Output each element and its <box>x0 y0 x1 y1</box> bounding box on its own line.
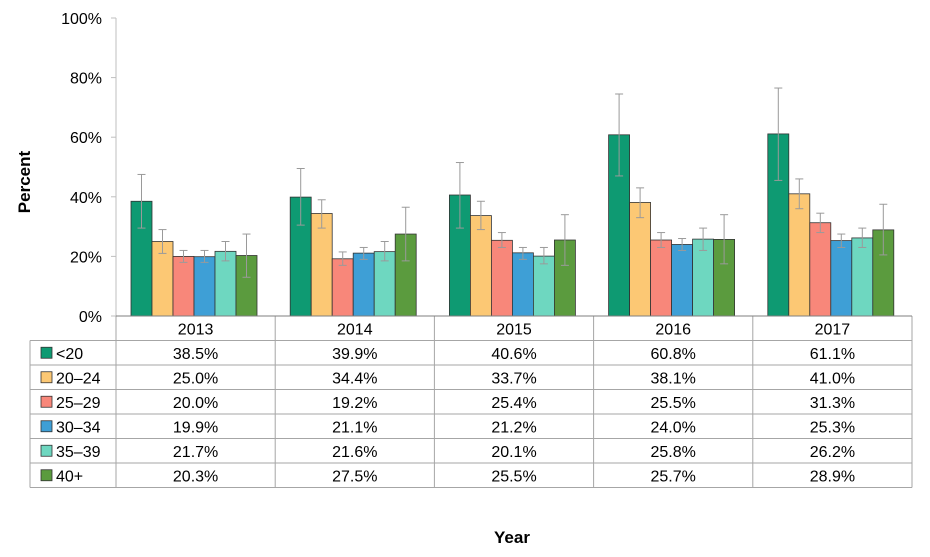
legend-swatch <box>40 420 53 433</box>
data-label: 40.6% <box>491 346 536 363</box>
data-label: 21.6% <box>332 444 377 461</box>
bar <box>671 244 693 317</box>
bar <box>490 239 513 317</box>
data-label: 21.2% <box>491 419 536 436</box>
legend-swatch <box>40 444 53 457</box>
data-label: 41.0% <box>810 370 855 387</box>
data-label: 34.4% <box>332 370 377 387</box>
error-bars-layer <box>137 87 888 278</box>
bar <box>788 193 811 317</box>
data-label: 25.0% <box>173 370 218 387</box>
legend-label: 40+ <box>56 468 83 485</box>
data-label: 25.7% <box>651 468 696 485</box>
bar <box>809 222 832 317</box>
y-tick-label: 20% <box>70 249 102 266</box>
data-label: 60.8% <box>651 346 696 363</box>
y-tick-label: 0% <box>79 309 102 326</box>
x-tick-label: 2013 <box>178 321 214 338</box>
data-label: 20.0% <box>173 395 218 412</box>
y-tick-label: 80% <box>70 71 102 88</box>
y-axis-title: Percent <box>15 150 34 213</box>
legend-swatch <box>40 346 53 359</box>
bar <box>193 256 216 317</box>
bar <box>469 215 492 317</box>
bar <box>352 252 375 317</box>
legend-swatch <box>40 371 53 384</box>
data-label: 25.5% <box>491 468 536 485</box>
data-label: 19.9% <box>173 419 218 436</box>
data-label: 21.7% <box>173 444 218 461</box>
legend-swatch <box>40 395 53 408</box>
legend-label: 25–29 <box>56 395 101 412</box>
data-label: 38.1% <box>651 370 696 387</box>
y-axis: 0% 20% 40% 60% 80% 100% <box>61 11 117 326</box>
x-tick-label: 2016 <box>655 321 691 338</box>
data-label: 25.4% <box>491 395 536 412</box>
data-label: 25.8% <box>651 444 696 461</box>
x-tick-label: 2017 <box>815 321 851 338</box>
data-label: 25.5% <box>651 395 696 412</box>
data-label: 21.1% <box>332 419 377 436</box>
bar <box>830 240 853 317</box>
bars-layer <box>130 133 895 317</box>
bar <box>851 237 874 317</box>
y-tick-label: 60% <box>70 130 102 147</box>
data-label: 31.3% <box>810 395 855 412</box>
data-label: 25.3% <box>810 419 855 436</box>
legend-label: 20–24 <box>56 370 101 387</box>
data-label: 38.5% <box>173 346 218 363</box>
data-label: 33.7% <box>491 370 536 387</box>
data-label: 27.5% <box>332 468 377 485</box>
data-label: 28.9% <box>810 468 855 485</box>
bar <box>512 252 534 317</box>
bar <box>629 202 651 317</box>
data-label: 20.1% <box>491 444 536 461</box>
bar <box>533 255 555 317</box>
legend-label: 30–34 <box>56 419 101 436</box>
data-label: 19.2% <box>332 395 377 412</box>
data-label: 61.1% <box>810 346 855 363</box>
y-tick-label: 40% <box>70 190 102 207</box>
legend-swatch <box>40 469 53 482</box>
x-axis-title: Year <box>494 528 530 547</box>
bar <box>331 258 354 317</box>
y-tick-label: 100% <box>61 11 102 28</box>
data-label: 20.3% <box>173 468 218 485</box>
x-tick-label: 2015 <box>496 321 532 338</box>
data-label: 24.0% <box>651 419 696 436</box>
data-table: 2013 2014 2015 2016 2017 <20 38.5% 39.9% 40.6% 60… <box>29 315 913 488</box>
bar <box>172 255 195 317</box>
x-tick-label: 2014 <box>337 321 373 338</box>
legend-label: <20 <box>56 346 83 363</box>
legend-label: 35–39 <box>56 444 101 461</box>
data-label: 26.2% <box>810 444 855 461</box>
bar <box>650 239 672 317</box>
bar <box>310 213 333 317</box>
data-label: 39.9% <box>332 346 377 363</box>
